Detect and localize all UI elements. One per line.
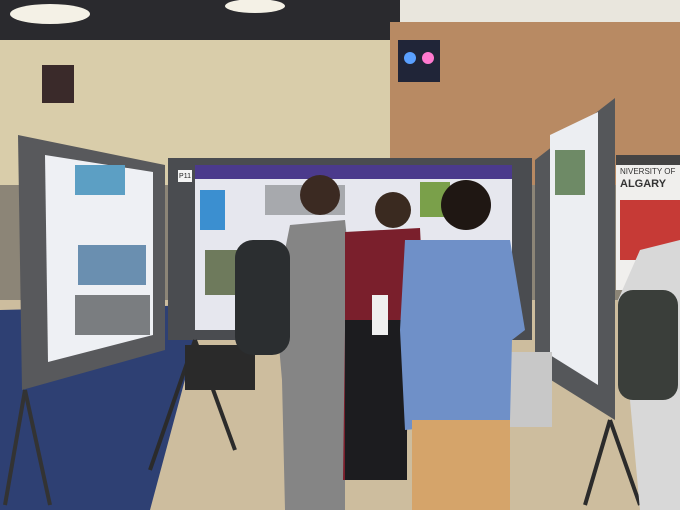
stand-leg xyxy=(608,419,642,506)
person-head xyxy=(441,180,491,230)
poster-figure xyxy=(78,245,146,285)
person-pants xyxy=(345,320,407,480)
person-head xyxy=(300,175,340,215)
poster-figure xyxy=(555,150,585,195)
ceiling-light xyxy=(10,4,90,24)
sign-icon xyxy=(422,52,434,64)
poster-figure xyxy=(75,295,150,335)
backpack xyxy=(618,290,678,400)
stand-leg xyxy=(3,389,27,506)
chair xyxy=(185,345,255,390)
backpack xyxy=(235,240,290,355)
sign-icon xyxy=(404,52,416,64)
poster-figure xyxy=(200,190,225,230)
person-head xyxy=(375,192,411,228)
board-label: P11 xyxy=(179,173,191,180)
poster-header xyxy=(195,165,512,179)
poster-figure xyxy=(75,165,125,195)
ceiling-panel xyxy=(400,0,680,22)
sign xyxy=(42,65,74,103)
badge xyxy=(372,295,388,335)
person-suit xyxy=(275,220,360,510)
signage-text: NIVERSITY OF xyxy=(620,167,676,176)
restroom-sign xyxy=(398,40,440,82)
person-shirt xyxy=(400,240,525,430)
signage-text: ALGARY xyxy=(620,178,667,190)
stand-leg xyxy=(23,389,52,506)
person-pants xyxy=(412,420,510,510)
ceiling-light xyxy=(225,0,285,13)
stand-leg xyxy=(583,419,612,506)
poster-header xyxy=(616,155,680,165)
board-label-card xyxy=(178,170,192,182)
